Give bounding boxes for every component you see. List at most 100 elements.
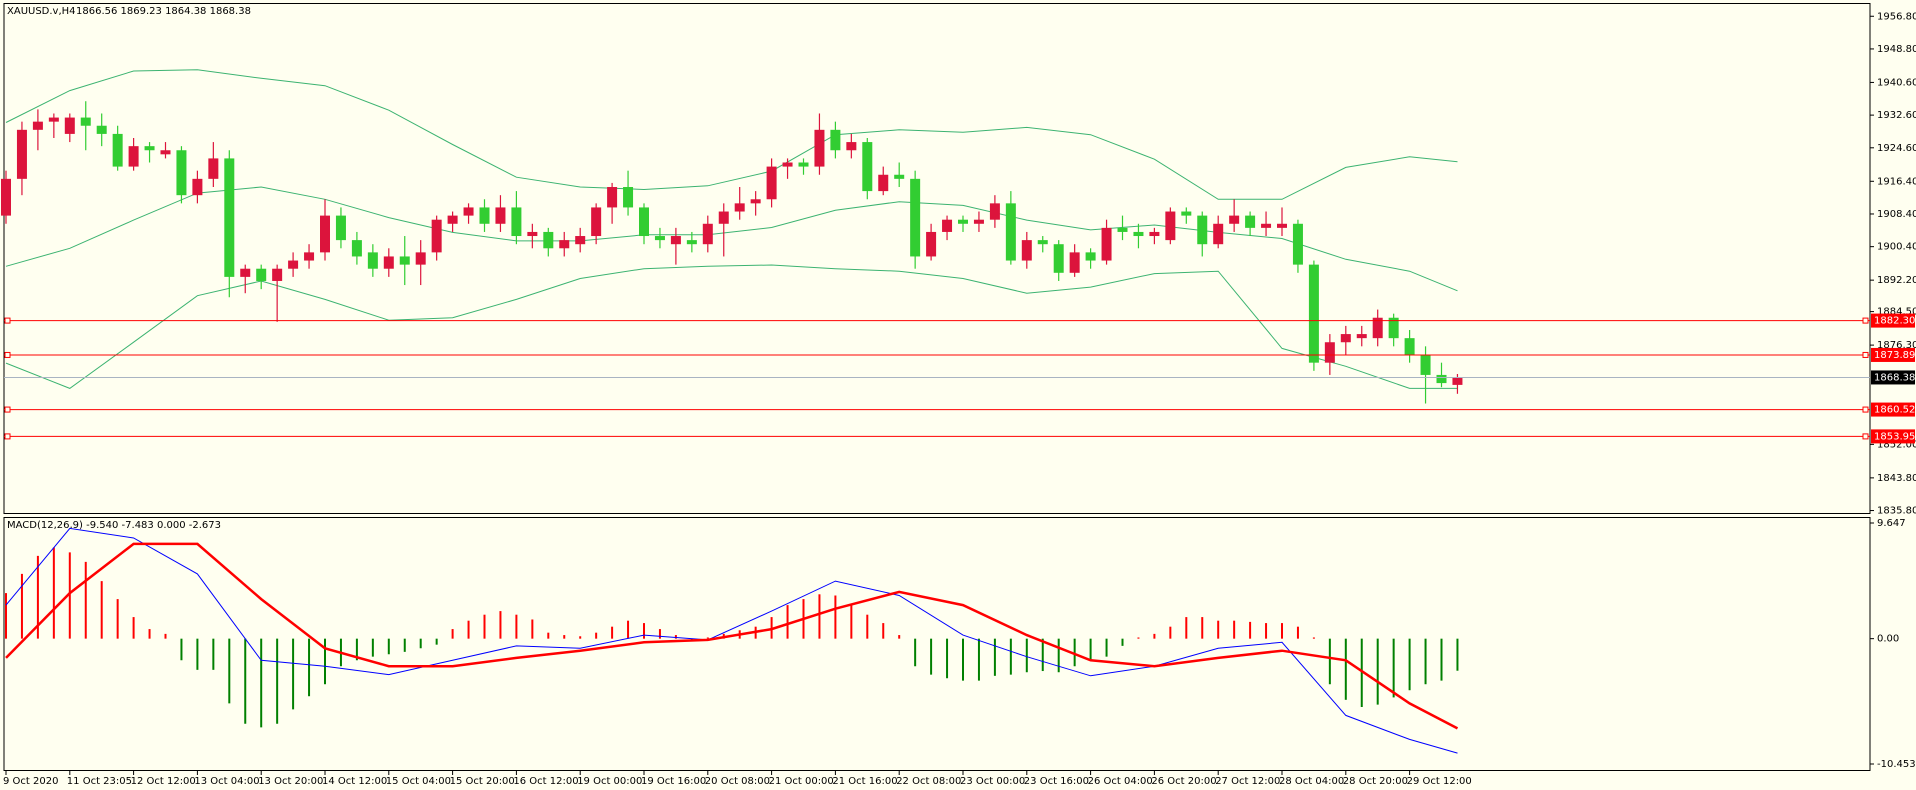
x-tick-label: 26 Oct 20:00 <box>1151 776 1216 787</box>
candle-body <box>958 219 968 224</box>
candle-body <box>511 207 522 237</box>
candle-body <box>1117 227 1128 232</box>
x-tick-label: 14 Oct 12:00 <box>322 776 387 787</box>
candle-body <box>1356 334 1367 339</box>
y-tick-label: 0.00 <box>1877 634 1899 645</box>
candle-body <box>1340 334 1351 343</box>
candle-body <box>1388 317 1399 339</box>
candle-body <box>335 215 346 241</box>
candle-body <box>1261 223 1272 228</box>
candle-body <box>288 260 299 269</box>
y-tick-label: 1948.80 <box>1877 44 1916 55</box>
candle-body <box>240 268 251 277</box>
candle-body <box>64 117 75 134</box>
candle-body <box>1452 377 1463 385</box>
candle-body <box>160 150 171 155</box>
candle-body <box>1053 244 1064 273</box>
candle-body <box>942 219 953 232</box>
macd-line <box>5 527 1458 754</box>
chart-title: XAUUSD.v,H4 <box>7 6 76 17</box>
candle-body <box>1213 223 1224 245</box>
candle-body <box>176 150 187 196</box>
candle-body <box>1420 354 1431 375</box>
last-price-label: 1868.38 <box>1874 372 1915 383</box>
y-tick-label: 1956.80 <box>1877 11 1916 22</box>
line-handle <box>4 317 11 324</box>
candle-body <box>32 121 43 130</box>
price-label: 1873.89 <box>1874 350 1915 361</box>
y-tick-label: 1940.60 <box>1877 77 1916 88</box>
x-tick-label: 29 Oct 12:00 <box>1407 776 1472 787</box>
candle-body <box>256 268 267 281</box>
price-label-box <box>1871 402 1915 417</box>
y-tick-label: 1876.30 <box>1877 340 1916 351</box>
candle-body <box>814 129 825 167</box>
x-tick-label: 16 Oct 12:00 <box>513 776 578 787</box>
candle-body <box>591 207 602 237</box>
candle-body <box>894 174 905 179</box>
x-tick-label: 15 Oct 04:00 <box>386 776 451 787</box>
candle-body <box>447 215 458 224</box>
candle-body <box>686 240 697 245</box>
candle-body <box>415 252 426 265</box>
candle-body <box>527 231 538 237</box>
y-tick-label: 1900.40 <box>1877 242 1916 253</box>
candle-body <box>48 117 59 122</box>
x-tick-label: 13 Oct 20:00 <box>258 776 323 787</box>
candle-body <box>431 219 442 253</box>
candle-body <box>367 252 378 269</box>
x-tick-label: 19 Oct 00:00 <box>577 776 642 787</box>
candle-body <box>383 256 394 269</box>
x-tick-label: 23 Oct 00:00 <box>960 776 1025 787</box>
candle-body <box>112 133 123 167</box>
y-tick-label: 1835.80 <box>1877 506 1916 517</box>
line-handle <box>1862 351 1869 358</box>
y-tick-label: 1884.50 <box>1877 307 1916 318</box>
candle-body <box>1245 215 1256 228</box>
candle-body <box>989 203 1000 220</box>
candle-body <box>351 240 362 257</box>
candle-body <box>702 223 713 245</box>
candle-body <box>973 219 984 224</box>
candle-body <box>1436 374 1447 384</box>
candle-body <box>1229 215 1240 224</box>
candle-body <box>192 178 203 196</box>
x-tick-label: 20 Oct 08:00 <box>705 776 770 787</box>
candle-body <box>559 240 570 249</box>
macd-line <box>5 542 1459 730</box>
candle-body <box>1021 240 1032 261</box>
candle-body <box>878 174 889 192</box>
x-tick-label: 21 Oct 00:00 <box>769 776 834 787</box>
line-handle <box>4 406 11 413</box>
y-tick-label: 1932.60 <box>1877 110 1916 121</box>
x-tick-label: 21 Oct 16:00 <box>832 776 897 787</box>
candle-body <box>718 211 729 224</box>
candle-body <box>830 129 841 151</box>
candle-body <box>16 129 27 179</box>
y-tick-label: 1916.40 <box>1877 176 1916 187</box>
x-tick-label: 15 Oct 20:00 <box>450 776 515 787</box>
x-tick-label: 28 Oct 04:00 <box>1279 776 1344 787</box>
x-tick-label: 23 Oct 16:00 <box>1024 776 1089 787</box>
x-tick-label: 11 Oct 23:05 <box>67 776 132 787</box>
candle-body <box>1324 342 1335 363</box>
candle-body <box>862 142 873 192</box>
candle-body <box>495 207 506 224</box>
candle-body <box>1 178 11 216</box>
bollinger-band <box>5 186 1458 292</box>
candle-body <box>1085 252 1096 261</box>
line-handle <box>1862 433 1869 440</box>
candle-body <box>1133 231 1144 237</box>
candle-body <box>272 268 283 281</box>
bollinger-band <box>5 264 1458 389</box>
candle-body <box>1372 317 1383 339</box>
x-tick-label: 27 Oct 12:00 <box>1215 776 1280 787</box>
candle-body <box>320 215 330 253</box>
x-tick-label: 12 Oct 12:00 <box>131 776 196 787</box>
y-tick-label: 1852.00 <box>1877 439 1916 450</box>
candle-body <box>1149 231 1160 237</box>
candle-body <box>1101 227 1112 261</box>
candle-body <box>654 236 665 241</box>
